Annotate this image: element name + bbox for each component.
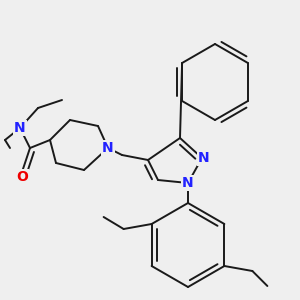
Text: N: N — [14, 121, 26, 135]
Text: N: N — [182, 176, 194, 190]
Text: O: O — [16, 170, 28, 184]
Text: N: N — [198, 151, 210, 165]
Text: N: N — [102, 141, 114, 155]
